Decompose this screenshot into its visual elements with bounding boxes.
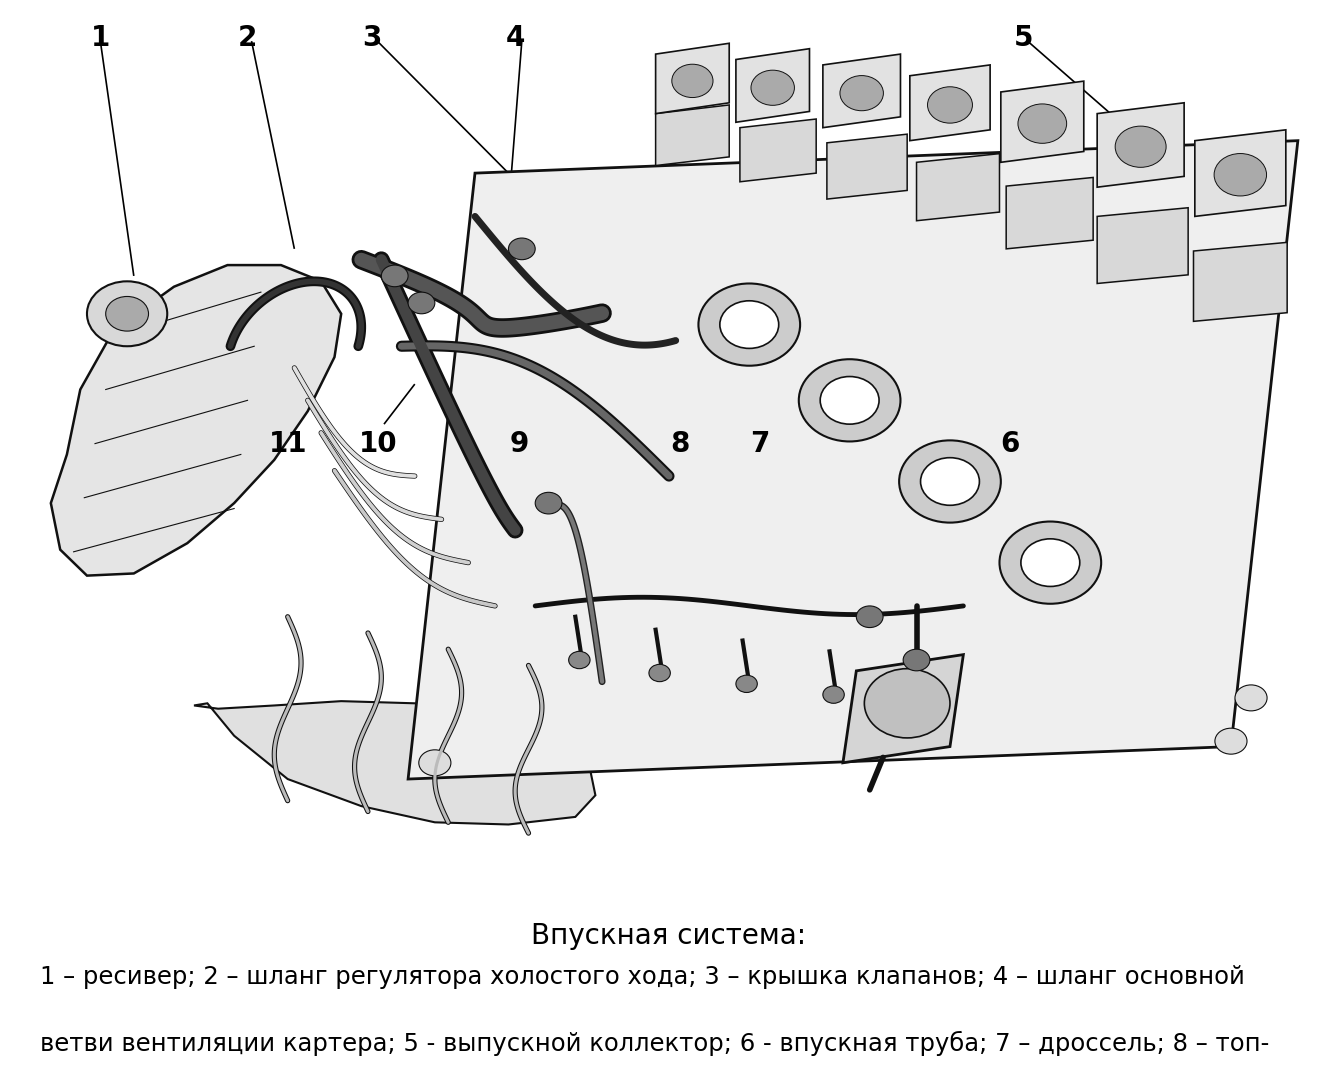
Circle shape: [408, 292, 435, 314]
Polygon shape: [656, 105, 729, 166]
Circle shape: [508, 238, 535, 260]
Circle shape: [903, 649, 930, 671]
Circle shape: [736, 675, 757, 692]
Circle shape: [569, 651, 590, 669]
Circle shape: [87, 281, 167, 346]
Text: 11: 11: [269, 430, 306, 458]
Text: 7: 7: [751, 430, 769, 458]
Polygon shape: [1097, 103, 1184, 187]
Circle shape: [1018, 104, 1066, 143]
Circle shape: [672, 64, 713, 97]
Polygon shape: [917, 154, 999, 221]
Circle shape: [1215, 728, 1247, 754]
Polygon shape: [408, 141, 1298, 779]
Circle shape: [820, 377, 879, 424]
Circle shape: [698, 283, 800, 366]
Polygon shape: [51, 265, 341, 576]
Circle shape: [1235, 685, 1267, 711]
Text: ветви вентиляции картера; 5 - выпускной коллектор; 6 - впускная труба; 7 – дросс: ветви вентиляции картера; 5 - выпускной …: [40, 1031, 1270, 1056]
Text: 4: 4: [506, 24, 524, 52]
Polygon shape: [736, 49, 809, 122]
Text: Впускная система:: Впускная система:: [531, 922, 807, 950]
Circle shape: [799, 359, 900, 441]
Circle shape: [106, 296, 149, 331]
Text: 1: 1: [91, 24, 110, 52]
Polygon shape: [823, 54, 900, 128]
Polygon shape: [910, 65, 990, 141]
Polygon shape: [1097, 208, 1188, 283]
Polygon shape: [827, 134, 907, 199]
Circle shape: [1214, 154, 1267, 196]
Text: 1 – ресивер; 2 – шланг регулятора холостого хода; 3 – крышка клапанов; 4 – шланг: 1 – ресивер; 2 – шланг регулятора холост…: [40, 965, 1246, 989]
Circle shape: [535, 492, 562, 514]
Text: 10: 10: [360, 430, 397, 458]
Text: 6: 6: [1001, 430, 1020, 458]
Polygon shape: [1195, 130, 1286, 216]
Circle shape: [649, 664, 670, 682]
Polygon shape: [843, 655, 963, 763]
Circle shape: [419, 750, 451, 776]
Circle shape: [751, 70, 795, 105]
Circle shape: [899, 440, 1001, 523]
Circle shape: [999, 522, 1101, 604]
Polygon shape: [1006, 177, 1093, 249]
Text: 3: 3: [363, 24, 381, 52]
Circle shape: [823, 686, 844, 703]
Polygon shape: [1001, 81, 1084, 162]
Circle shape: [840, 76, 883, 110]
Text: 5: 5: [1014, 24, 1033, 52]
Circle shape: [1021, 539, 1080, 586]
Text: 2: 2: [238, 24, 257, 52]
Circle shape: [1115, 127, 1167, 168]
Circle shape: [921, 458, 979, 505]
Circle shape: [856, 606, 883, 628]
Text: 8: 8: [670, 430, 689, 458]
Circle shape: [927, 87, 973, 123]
Polygon shape: [740, 119, 816, 182]
Polygon shape: [656, 43, 729, 114]
Polygon shape: [1193, 242, 1287, 321]
Circle shape: [864, 669, 950, 738]
Circle shape: [381, 265, 408, 287]
Circle shape: [720, 301, 779, 348]
Text: 9: 9: [510, 430, 529, 458]
Polygon shape: [194, 701, 595, 824]
